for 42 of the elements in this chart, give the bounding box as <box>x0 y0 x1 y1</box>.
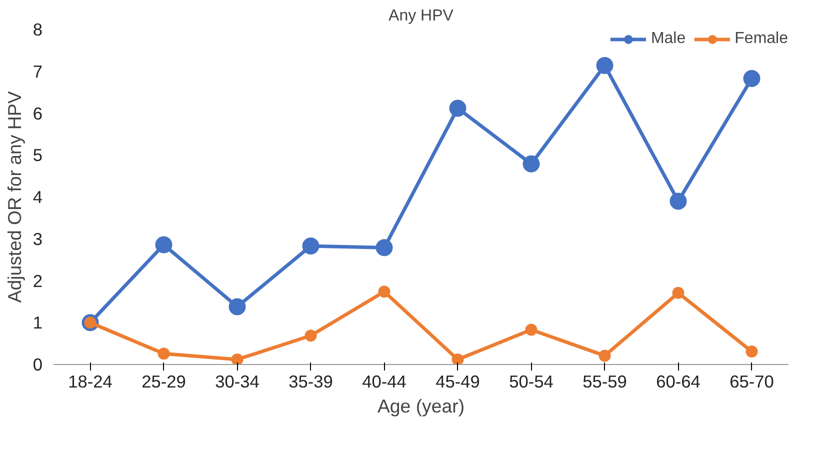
y-tick-label: 7 <box>32 61 43 82</box>
legend-label: Female <box>734 30 788 48</box>
point <box>228 298 246 316</box>
x-tick-label: 18-24 <box>68 372 113 392</box>
point <box>672 286 684 299</box>
chart-title: Any HPV <box>388 8 454 24</box>
x-axis-title: Age (year) <box>377 396 465 416</box>
x-tick-label: 55-59 <box>582 372 627 392</box>
x-tick-label: 30-34 <box>215 372 260 392</box>
point <box>231 353 244 364</box>
y-tick-label: 6 <box>32 103 43 124</box>
y-tick-label: 5 <box>32 145 43 166</box>
y-tick-label: 8 <box>32 20 43 40</box>
point <box>746 346 758 358</box>
point <box>598 350 611 362</box>
y-tick-label: 3 <box>32 228 43 249</box>
point <box>378 286 390 298</box>
point <box>525 324 538 336</box>
x-tick-label: 50-54 <box>509 372 554 392</box>
x-tick-label: 60-64 <box>656 372 701 392</box>
legend-label: Male <box>650 30 686 48</box>
point <box>158 348 170 360</box>
x-tick-label: 35-39 <box>288 372 333 392</box>
point <box>670 192 687 210</box>
x-tick-label: 40-44 <box>362 372 407 392</box>
y-axis-title: Adjusted OR for any HPV <box>4 90 25 303</box>
y-tick-label: 4 <box>32 187 43 207</box>
x-tick-label: 65-70 <box>730 372 774 392</box>
point <box>452 353 464 364</box>
y-tick-label: 1 <box>32 312 43 333</box>
y-tick-label: 2 <box>32 270 43 291</box>
point <box>743 70 760 87</box>
point <box>596 57 614 74</box>
x-tick-label: 25-29 <box>142 372 186 392</box>
point <box>376 239 393 256</box>
x-tick-label: 45-49 <box>436 372 480 392</box>
point <box>155 236 172 254</box>
point <box>304 330 317 342</box>
y-tick-label: 0 <box>32 354 43 374</box>
point <box>302 238 320 254</box>
point <box>522 155 540 172</box>
point <box>449 100 466 117</box>
